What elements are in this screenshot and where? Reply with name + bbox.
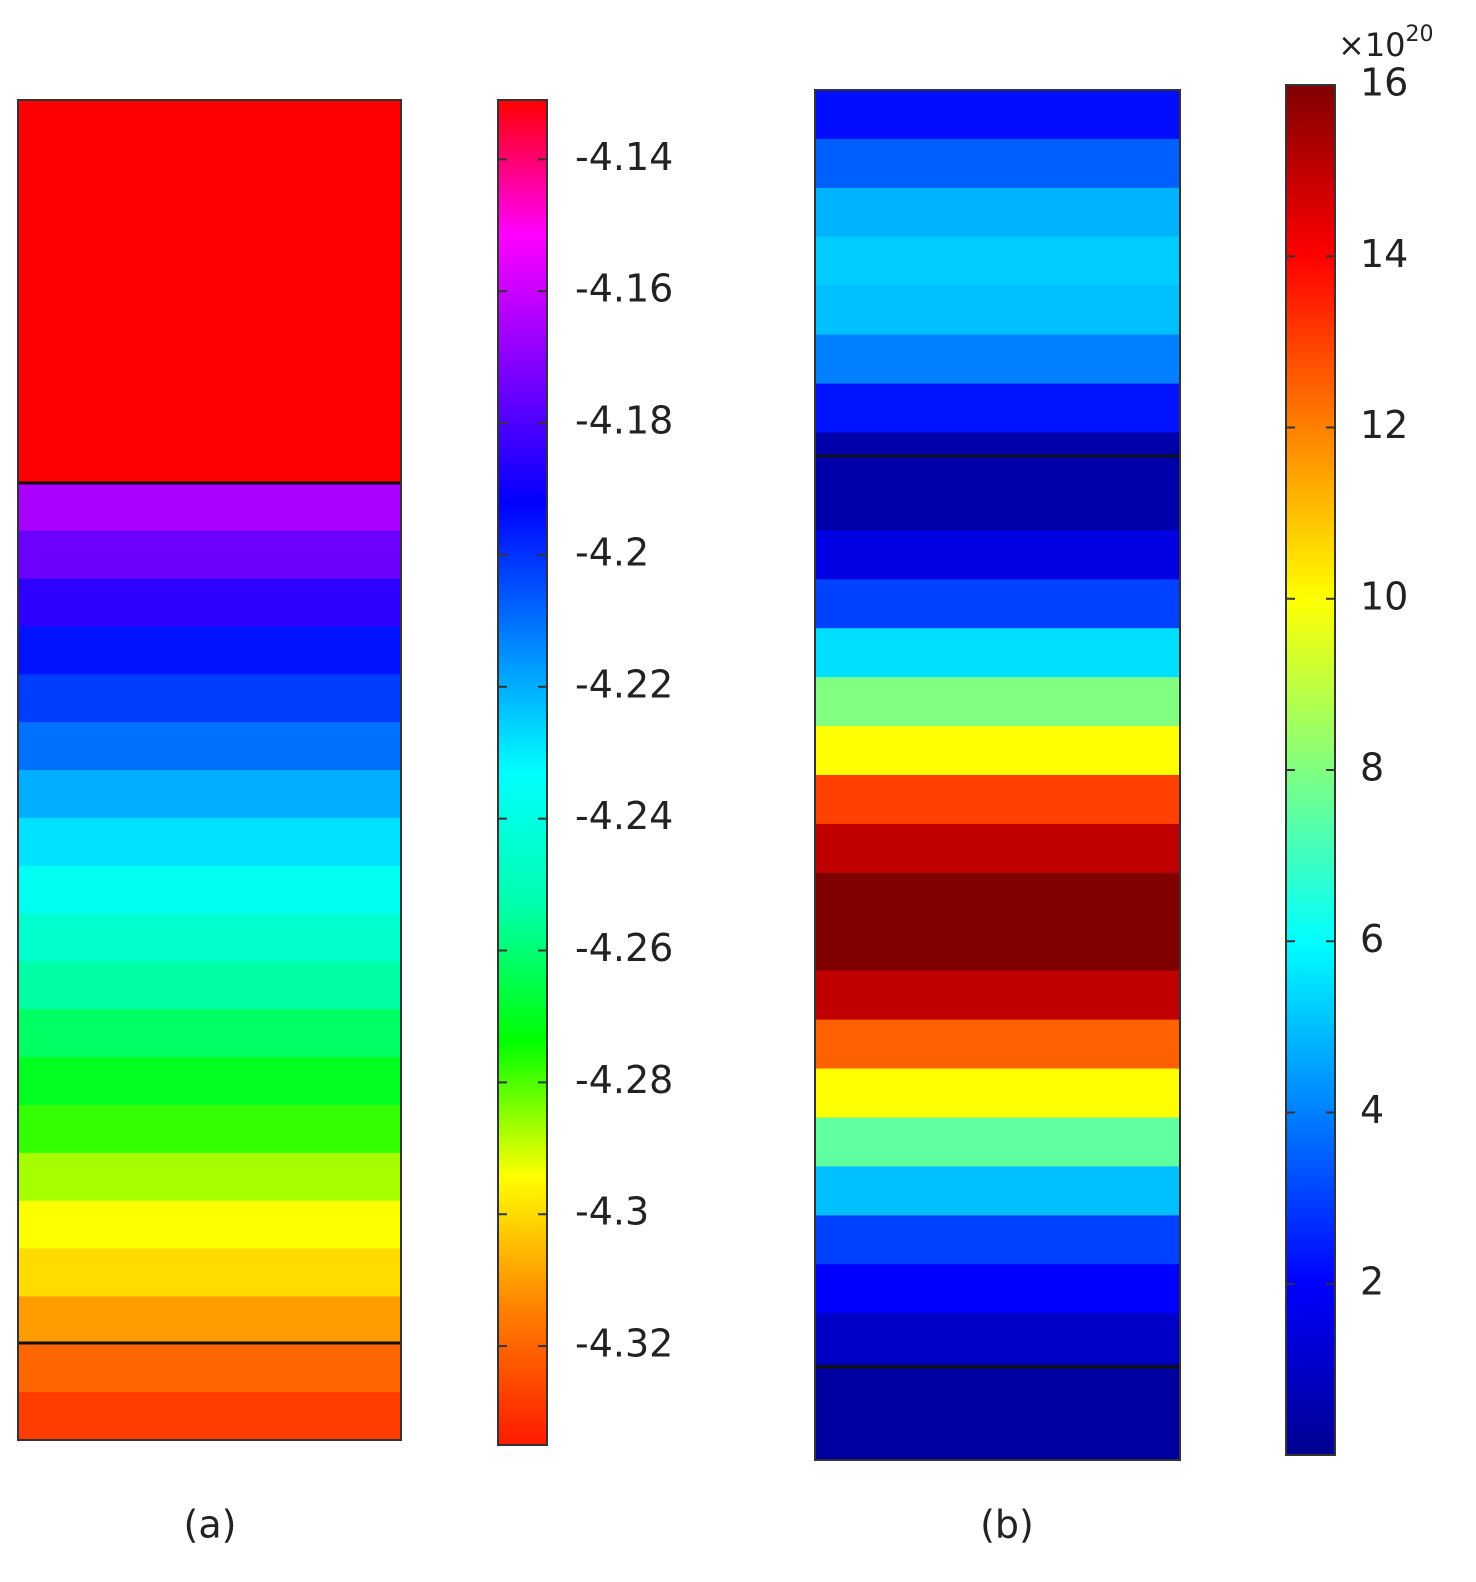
field-cell	[815, 677, 1180, 727]
field-cell	[18, 770, 401, 819]
field-cell	[815, 970, 1180, 1021]
field-cell	[815, 726, 1180, 776]
colorbar-tick-label: -4.18	[575, 399, 673, 443]
field-cell	[18, 865, 401, 915]
colorbar-tick-label: 8	[1360, 746, 1384, 790]
field-cell	[815, 872, 1180, 923]
colorbar-tick-label: -4.22	[575, 662, 673, 706]
field-cell	[815, 236, 1180, 287]
panel-label: (b)	[980, 1503, 1034, 1547]
field-cell	[18, 147, 401, 197]
colorbar-tick-label: 16	[1360, 61, 1408, 105]
colorbar-multiplier: ×1020	[1338, 22, 1434, 64]
panel-frame	[17, 99, 402, 1441]
field-cell	[815, 1068, 1180, 1118]
field-cell	[815, 530, 1180, 580]
field-cell	[815, 1411, 1180, 1461]
panel-frame	[814, 89, 1181, 1461]
field-cell	[18, 482, 401, 532]
field-cell	[18, 817, 401, 867]
field-cell	[18, 1392, 401, 1441]
field-cell	[815, 1117, 1180, 1167]
field-cell	[815, 285, 1180, 336]
field-cell	[18, 530, 401, 580]
field-cell	[815, 921, 1180, 972]
field-cell	[18, 1344, 401, 1393]
field-cell	[815, 187, 1180, 238]
field-cell	[815, 1313, 1180, 1363]
field-cell	[815, 579, 1180, 629]
field-cell	[18, 1296, 401, 1345]
colorbar-tick-label: -4.3	[575, 1190, 649, 1234]
field-cell	[18, 1248, 401, 1297]
colorbar-tick-label: 6	[1360, 917, 1384, 961]
field-cell	[815, 481, 1180, 531]
field-cell	[18, 1152, 401, 1202]
field-cell	[18, 100, 401, 149]
colorbar-tick-label: 10	[1360, 574, 1408, 618]
colorbar-tick-label: -4.32	[575, 1322, 673, 1366]
field-cell	[18, 195, 401, 245]
field-cell	[815, 1264, 1180, 1314]
field-cell	[18, 1057, 401, 1106]
field-cell	[815, 823, 1180, 874]
field-cell	[18, 1009, 401, 1058]
multiplier-exponent: 20	[1406, 22, 1434, 47]
field-cell	[18, 339, 401, 388]
colorbar-tick-label: -4.26	[575, 926, 673, 970]
colorbar-tick-label: -4.28	[575, 1058, 673, 1102]
field-cell	[18, 243, 401, 292]
panel-a: -4.32 -4.3 -4.28 -4.26 -4.24 -4.22 -4.2 -4.18 -4…	[17, 99, 673, 1547]
field-cell	[815, 334, 1180, 385]
multiplier-base: ×10	[1338, 26, 1406, 64]
colorbar-tick-label: 4	[1360, 1088, 1384, 1132]
field-cell	[815, 1166, 1180, 1216]
field-cell	[815, 90, 1180, 140]
colorbar	[497, 99, 548, 1446]
colorbar-tick-label: -4.16	[575, 267, 673, 311]
field-cell	[18, 1105, 401, 1154]
field-cell	[18, 435, 401, 484]
colorbar-tick-label: 12	[1360, 403, 1408, 447]
field-cell	[815, 1215, 1180, 1265]
field-cell	[18, 722, 401, 771]
field-cell	[18, 961, 401, 1010]
field-cell	[18, 1200, 401, 1250]
field-cell	[18, 387, 401, 436]
field-cell	[815, 628, 1180, 678]
colorbar-tick-label: 2	[1360, 1259, 1384, 1303]
field-cell	[815, 775, 1180, 825]
field-cell	[18, 291, 401, 340]
field-cell	[18, 913, 401, 962]
field-cell	[18, 674, 401, 723]
colorbar-tick-label: -4.2	[575, 530, 649, 574]
field-cell	[18, 626, 401, 675]
panel-label: (a)	[184, 1503, 237, 1547]
panel-b: 2 4 6 8 10 12 14 16×1020 (b)	[814, 22, 1434, 1547]
colorbar-tick-label: -4.24	[575, 794, 673, 838]
field-cell	[815, 1019, 1180, 1070]
field-cell	[18, 578, 401, 627]
colorbar-tick-label: 14	[1360, 232, 1408, 276]
colorbar-tick-label: -4.14	[575, 135, 673, 179]
field-cell	[815, 383, 1180, 433]
field-cell	[815, 138, 1180, 189]
field-cell	[815, 1362, 1180, 1412]
